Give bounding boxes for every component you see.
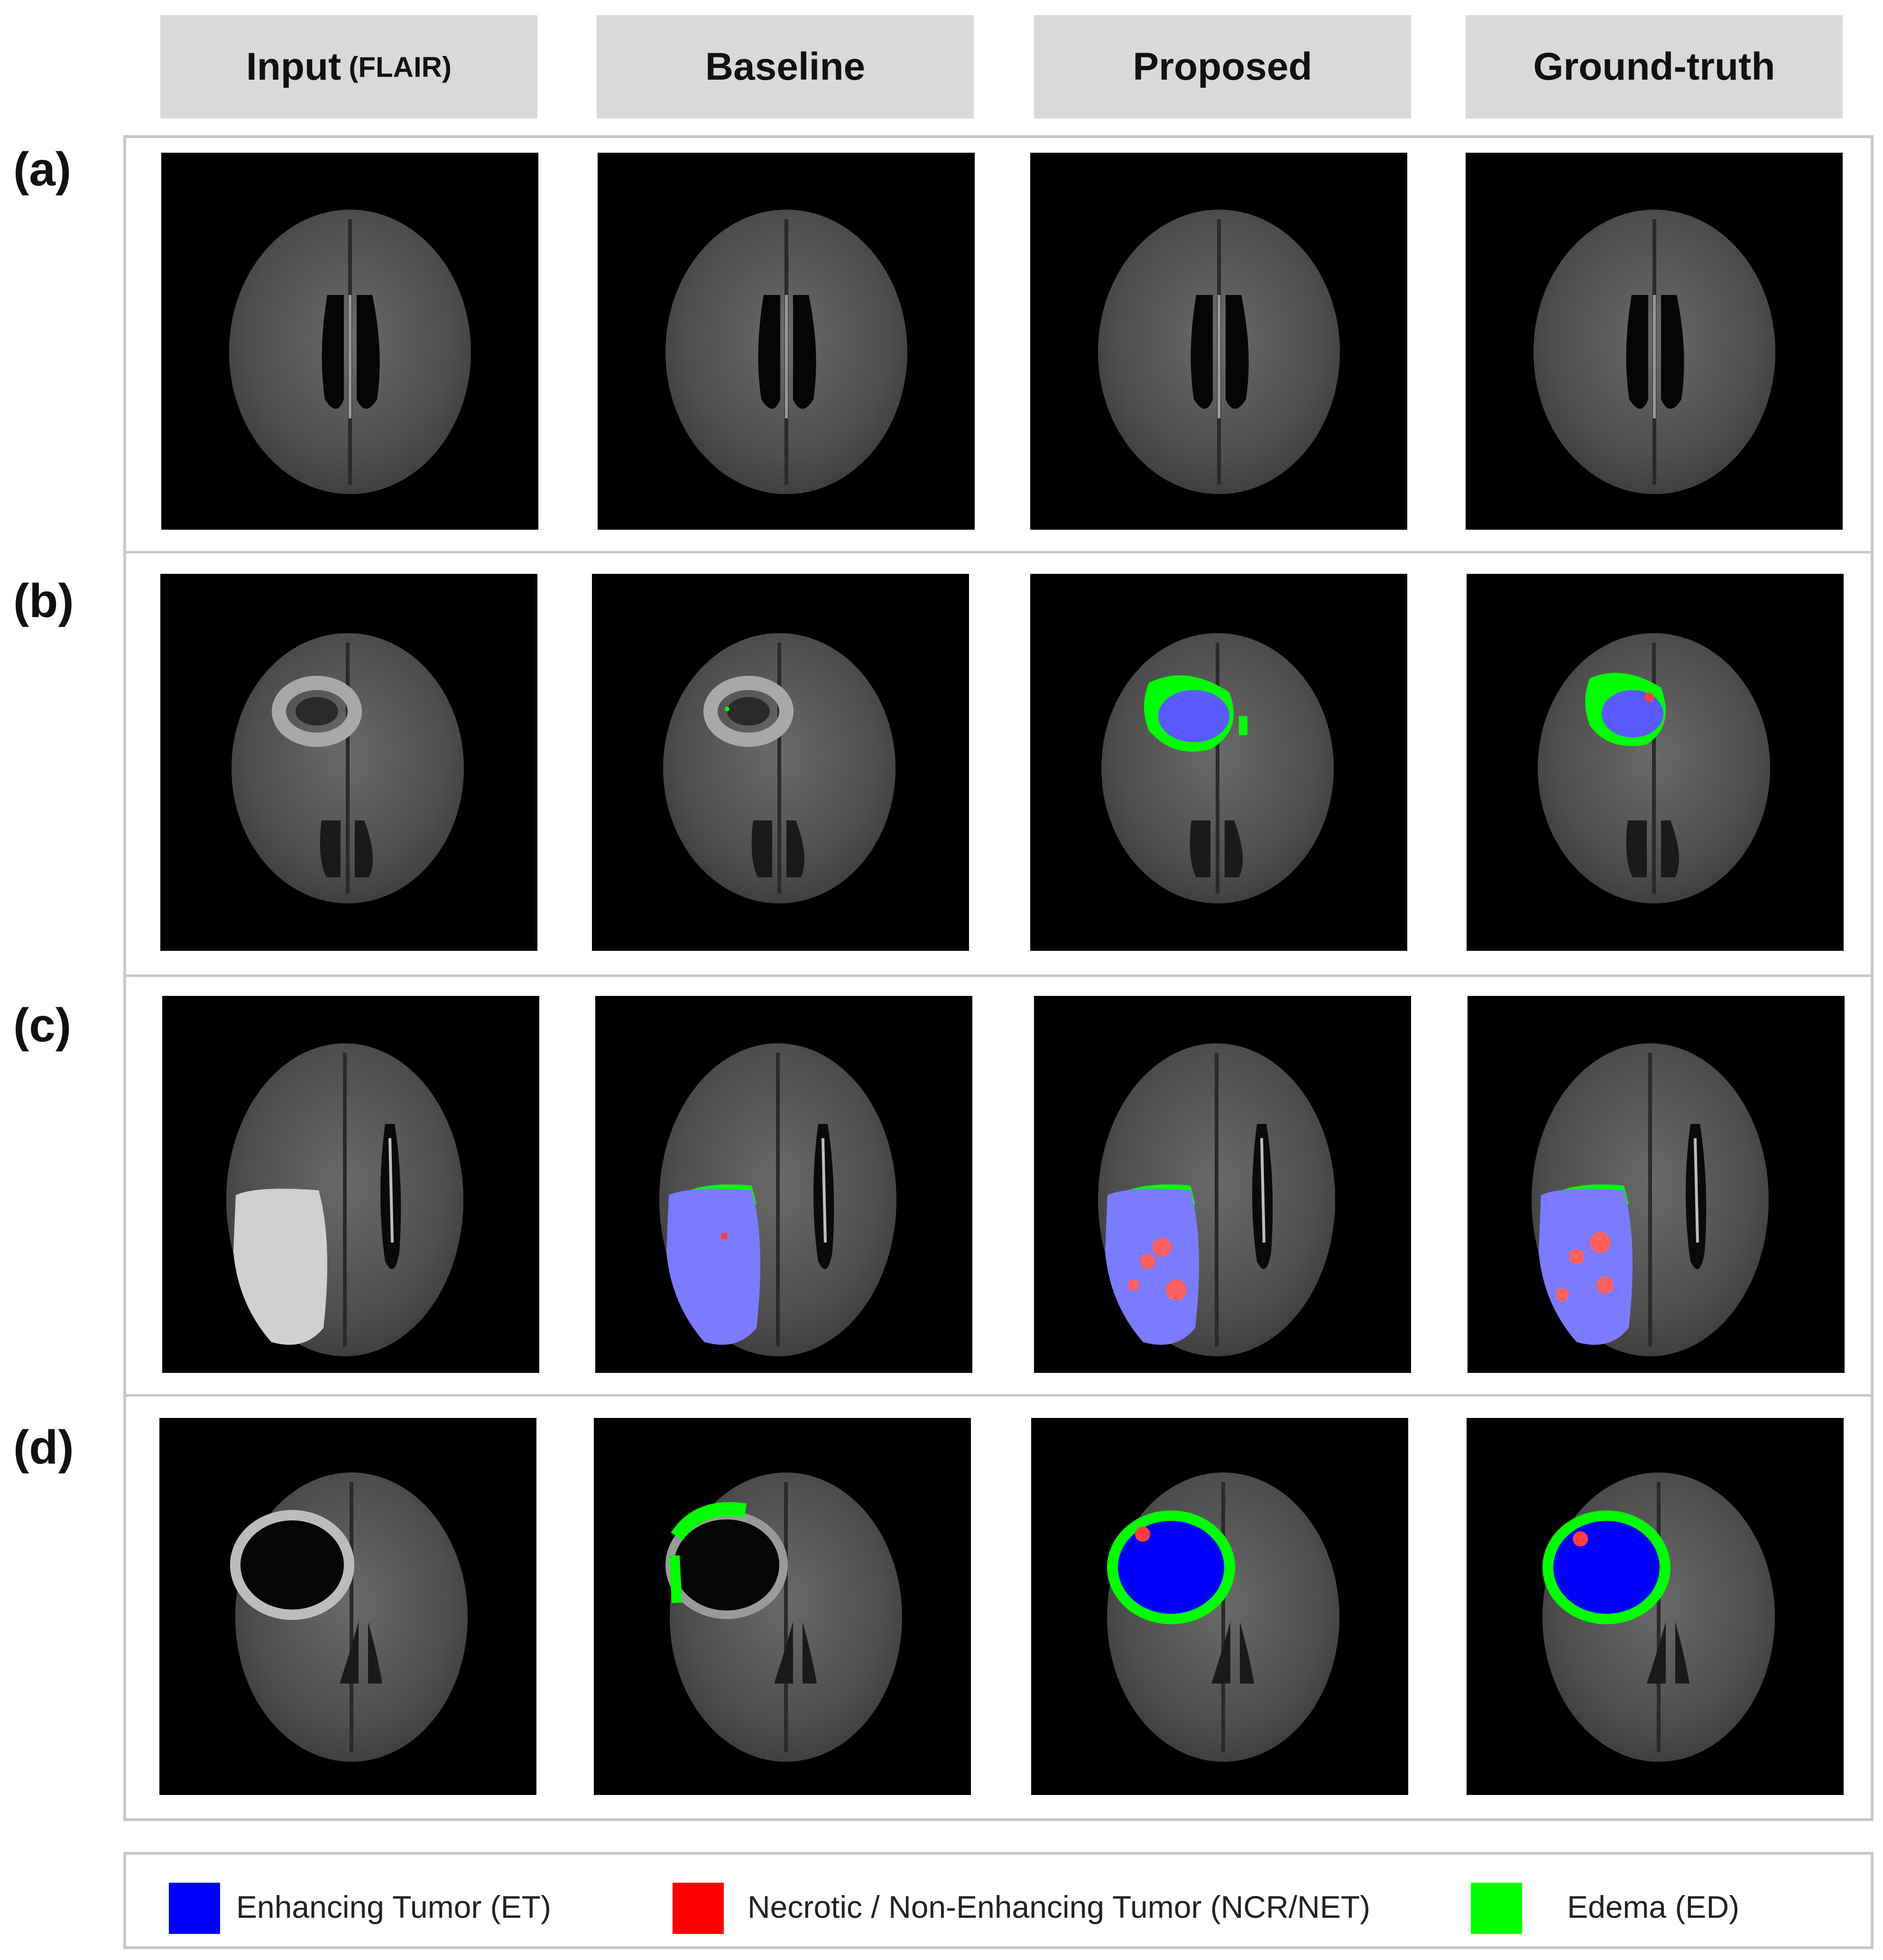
brain-mri-slice-image bbox=[226, 1043, 463, 1356]
brain-mri-slice-image bbox=[663, 633, 895, 903]
column-header-input: Input (FLAIR) bbox=[160, 15, 537, 119]
brain-mri-slice-image bbox=[231, 633, 464, 903]
mri-tile-a-baseline bbox=[598, 153, 975, 530]
legend-swatch-ed bbox=[1471, 1883, 1522, 1934]
mri-tile-c-input bbox=[162, 996, 539, 1373]
mri-tile-b-ground-truth bbox=[1467, 574, 1844, 951]
brain-mri-slice-image bbox=[1532, 1043, 1769, 1356]
legend-label-ncr: Necrotic / Non-Enhancing Tumor (NCR/NET) bbox=[748, 1889, 1371, 1924]
legend: Enhancing Tumor (ET) Necrotic / Non-Enha… bbox=[123, 1852, 1874, 1949]
mri-tile-c-ground-truth bbox=[1468, 996, 1845, 1373]
mri-tile-d-baseline bbox=[594, 1418, 971, 1795]
brain-mri-slice-image bbox=[1098, 1043, 1335, 1356]
mri-tile-c-baseline bbox=[595, 996, 972, 1373]
brain-mri-slice-image bbox=[230, 1472, 468, 1762]
mri-tile-a-proposed bbox=[1030, 153, 1407, 530]
brain-mri-slice-image bbox=[1533, 210, 1775, 494]
results-grid-frame bbox=[123, 135, 1874, 1821]
legend-label-ed: Edema (ED) bbox=[1567, 1889, 1740, 1924]
brain-mri-slice-image bbox=[665, 210, 907, 494]
mri-tile-a-ground-truth bbox=[1466, 153, 1843, 530]
mri-tile-b-baseline bbox=[592, 574, 969, 951]
legend-swatch-et bbox=[169, 1883, 220, 1934]
brain-mri-slice-image bbox=[1542, 1472, 1775, 1762]
legend-swatch-ncr bbox=[673, 1883, 724, 1934]
brain-mri-slice-image bbox=[229, 210, 471, 494]
row-divider bbox=[123, 551, 1874, 553]
column-header-baseline-label: Baseline bbox=[705, 45, 866, 88]
column-header-baseline: Baseline bbox=[597, 15, 974, 119]
brain-mri-slice-image bbox=[1107, 1472, 1339, 1762]
mri-tile-d-ground-truth bbox=[1467, 1418, 1844, 1795]
row-divider bbox=[123, 1394, 1874, 1397]
brain-mri-slice-image bbox=[665, 1472, 902, 1762]
column-header-proposed: Proposed bbox=[1034, 15, 1411, 119]
column-header-input-sub: (FLAIR) bbox=[349, 51, 452, 83]
row-label-a: (a) bbox=[13, 143, 72, 196]
row-label-d: (d) bbox=[13, 1421, 74, 1474]
row-label-c: (c) bbox=[13, 999, 72, 1052]
brain-mri-slice-image bbox=[1101, 633, 1334, 903]
mri-tile-c-proposed bbox=[1034, 996, 1411, 1373]
mri-tile-d-proposed bbox=[1031, 1418, 1408, 1795]
row-label-b: (b) bbox=[13, 574, 74, 627]
mri-tile-d-input bbox=[159, 1418, 536, 1795]
mri-tile-b-input bbox=[160, 574, 537, 951]
column-header-input-label: Input bbox=[246, 45, 342, 88]
brain-mri-slice-image bbox=[1098, 210, 1340, 494]
column-header-ground-truth-label: Ground-truth bbox=[1533, 45, 1775, 88]
row-divider bbox=[123, 975, 1874, 977]
column-header-ground-truth: Ground-truth bbox=[1466, 15, 1843, 119]
brain-mri-slice-image bbox=[659, 1043, 896, 1356]
mri-tile-b-proposed bbox=[1030, 574, 1407, 951]
column-header-proposed-label: Proposed bbox=[1133, 45, 1312, 88]
mri-tile-a-input bbox=[161, 153, 538, 530]
legend-label-et: Enhancing Tumor (ET) bbox=[236, 1889, 551, 1924]
brain-mri-slice-image bbox=[1538, 633, 1770, 903]
